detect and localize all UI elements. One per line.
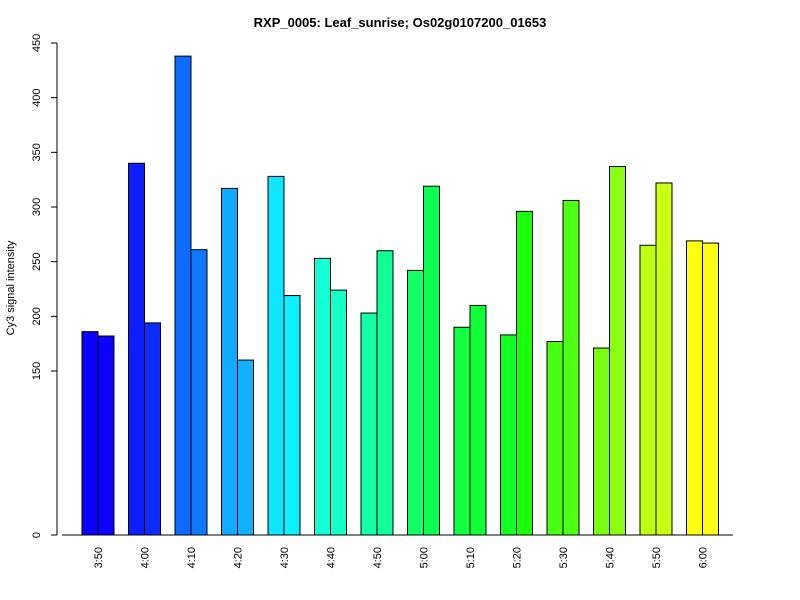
bar-420-2 bbox=[237, 359, 254, 536]
bar-520-2 bbox=[516, 210, 533, 536]
x-tick-label: 5:20 bbox=[512, 547, 524, 568]
bar-530-1 bbox=[546, 340, 564, 536]
bar-510-1 bbox=[453, 326, 471, 536]
bar-400-1 bbox=[128, 162, 145, 536]
bar-350-1 bbox=[81, 331, 99, 536]
y-tick-label: 150 bbox=[31, 362, 43, 380]
y-axis-label: Cy3 signal intensity bbox=[5, 240, 17, 335]
bar-510-2 bbox=[469, 304, 487, 536]
bar-440-1 bbox=[314, 257, 331, 536]
bar-500-1 bbox=[407, 269, 424, 536]
bar-540-1 bbox=[593, 347, 610, 536]
y-tick-label: 250 bbox=[31, 252, 43, 270]
x-tick-label: 4:00 bbox=[140, 547, 152, 568]
bar-500-2 bbox=[423, 185, 440, 536]
bar-530-2 bbox=[562, 199, 580, 536]
bar-430-2 bbox=[283, 295, 301, 536]
bar-600-1 bbox=[686, 240, 703, 536]
bars-group bbox=[81, 55, 719, 536]
x-tick-label: 4:40 bbox=[326, 547, 338, 568]
y-tick-label: 400 bbox=[31, 88, 43, 106]
x-tick-label: 5:40 bbox=[605, 547, 617, 568]
bar-400-2 bbox=[144, 322, 161, 536]
x-tick-label: 5:10 bbox=[465, 547, 477, 568]
x-tick-label: 5:30 bbox=[558, 547, 570, 568]
bar-550-1 bbox=[639, 244, 657, 536]
x-tick-label: 4:20 bbox=[233, 547, 245, 568]
x-tick-label: 4:30 bbox=[279, 547, 291, 568]
y-tick-label: 450 bbox=[31, 34, 43, 52]
bar-450-2 bbox=[376, 250, 394, 536]
chart-title: RXP_0005: Leaf_sunrise; Os02g0107200_016… bbox=[254, 15, 547, 30]
x-tick-label: 6:00 bbox=[698, 547, 710, 568]
x-tick-label: 4:10 bbox=[186, 547, 198, 568]
x-tick-label: 4:50 bbox=[372, 547, 384, 568]
bar-440-2 bbox=[330, 289, 347, 536]
x-tick-label: 3:50 bbox=[93, 547, 105, 568]
y-tick-label: 300 bbox=[31, 198, 43, 216]
bar-520-1 bbox=[500, 334, 517, 536]
bar-450-1 bbox=[360, 312, 378, 536]
bar-410-2 bbox=[190, 249, 208, 536]
x-tick-label: 5:50 bbox=[651, 547, 663, 568]
bar-430-1 bbox=[267, 175, 285, 536]
bar-420-1 bbox=[221, 187, 238, 536]
bar-350-2 bbox=[97, 335, 115, 536]
y-tick-label: 200 bbox=[31, 307, 43, 325]
bar-550-2 bbox=[655, 182, 673, 536]
bar-600-2 bbox=[702, 242, 719, 536]
x-tick-label: 5:00 bbox=[419, 547, 431, 568]
bar-410-1 bbox=[174, 55, 192, 536]
y-tick-label: 0 bbox=[31, 532, 43, 538]
y-axis: 0 150 200 250 300 350 400 450 bbox=[31, 34, 58, 538]
x-axis: 3:50 4:00 4:10 4:20 4:30 4:40 4:50 5:00 5:10 5:20… bbox=[93, 547, 710, 568]
y-tick-label: 350 bbox=[31, 143, 43, 161]
bar-540-2 bbox=[609, 166, 626, 536]
